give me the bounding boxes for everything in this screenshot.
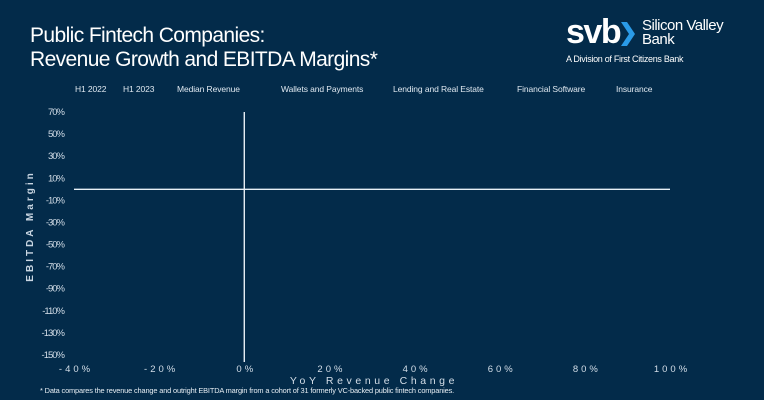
x-tick-label: 80%	[573, 364, 601, 375]
footnote: * Data compares the revenue change and o…	[40, 386, 455, 395]
y-tick-label: -90%	[46, 284, 66, 295]
x-axis-ticks: -40% -20% 0% 20% 40% 60% 80% 100%	[59, 364, 690, 375]
y-tick-label: -110%	[42, 306, 65, 317]
y-axis-label: EBITDA Margin	[25, 170, 36, 281]
y-tick-label: 70%	[48, 107, 66, 118]
legend-item-insurance[interactable]: Insurance	[616, 84, 653, 94]
logo-mark: svb	[566, 13, 622, 51]
zero-axes	[74, 112, 670, 362]
x-tick-label: -20%	[144, 364, 178, 375]
y-tick-label: -150%	[42, 350, 66, 361]
y-tick-label: -30%	[46, 217, 66, 228]
legend-item-wallets-and-payments[interactable]: Wallets and Payments	[281, 84, 364, 94]
x-tick-label: -40%	[59, 364, 93, 375]
y-tick-label: -50%	[46, 240, 66, 251]
legend-item-median-revenue[interactable]: Median Revenue	[177, 84, 240, 94]
logo-bank-name: Silicon Valley Bank	[642, 17, 724, 48]
y-tick-label: -10%	[46, 195, 66, 206]
legend-item-h1-2023[interactable]: H1 2023	[123, 84, 155, 94]
y-tick-label: -130%	[42, 328, 66, 339]
legend-item-financial-software[interactable]: Financial Software	[517, 84, 586, 94]
chevron-right-icon	[621, 22, 635, 46]
chart-title-line-1: Public Fintech Companies:	[30, 24, 265, 47]
y-axis-ticks: 70% 50% 30% 10% -10% -30% -50% -70% -90% -110% -13…	[42, 107, 67, 361]
y-tick-label: 10%	[48, 173, 66, 184]
y-tick-label: 30%	[48, 151, 66, 162]
y-tick-label: -70%	[46, 262, 66, 273]
legend-item-h1-2022[interactable]: H1 2022	[75, 84, 107, 94]
x-axis-label: YoY Revenue Change	[290, 375, 458, 387]
x-tick-label: 20%	[317, 364, 345, 375]
chart-title-line-2: Revenue Growth and EBITDA Margins*	[30, 48, 378, 71]
legend-item-lending-and-real-estate[interactable]: Lending and Real Estate	[393, 84, 484, 94]
chart-legend: H1 2022 H1 2023 Median Revenue Wallets a…	[0, 84, 764, 98]
y-tick-label: 50%	[48, 129, 66, 140]
x-tick-label: 100%	[654, 364, 690, 375]
logo-name-line-2: Bank	[642, 31, 675, 48]
logo-division: A Division of First Citizens Bank	[566, 54, 684, 64]
svb-logo: svb Silicon Valley Bank A Division of Fi…	[566, 14, 746, 66]
x-tick-label: 40%	[403, 364, 431, 375]
x-tick-label: 0%	[236, 364, 256, 375]
chart-title: Public Fintech Companies: Revenue Growth…	[30, 24, 378, 72]
logo-name-line-1: Silicon Valley	[642, 17, 724, 34]
x-tick-label: 60%	[488, 364, 516, 375]
